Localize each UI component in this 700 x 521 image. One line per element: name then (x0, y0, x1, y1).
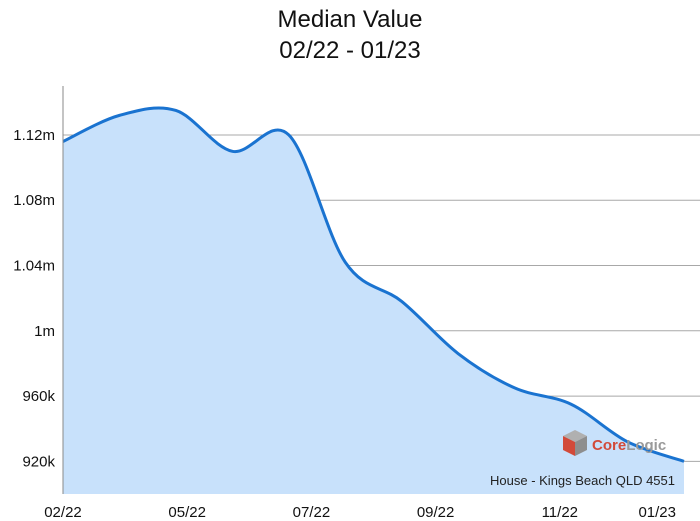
data-point (116, 112, 122, 118)
chart-title: Median Value (277, 6, 423, 33)
area-fill (63, 107, 684, 494)
x-tick-label: 07/22 (293, 504, 331, 521)
x-tick-label: 09/22 (417, 504, 455, 521)
y-tick-label: 1.12m (13, 127, 55, 144)
data-point (286, 132, 292, 138)
x-tick-label: 05/22 (168, 504, 206, 521)
x-tick-labels: 02/22 05/22 07/22 09/22 11/22 01/23 (44, 504, 676, 521)
data-point (342, 259, 348, 265)
y-tick-label: 920k (22, 453, 55, 470)
y-tick-label: 1m (34, 323, 55, 340)
data-point (229, 148, 235, 154)
x-tick-label: 02/22 (44, 504, 82, 521)
corelogic-cube-icon (563, 430, 587, 456)
y-tick-labels: 920k 960k 1m 1.04m 1.08m 1.12m (13, 127, 55, 470)
x-tick-label: 11/22 (542, 504, 578, 521)
x-tick-label: 01/23 (638, 504, 676, 521)
data-point (399, 298, 405, 304)
data-point (173, 107, 179, 113)
y-tick-label: 960k (22, 388, 55, 405)
logo-text: CoreLogic (592, 437, 666, 454)
series-line (62, 106, 685, 463)
data-point (568, 401, 574, 407)
data-point (455, 351, 461, 357)
data-point (512, 385, 518, 391)
corelogic-logo: CoreLogic (563, 430, 666, 456)
y-tick-label: 1.04m (13, 258, 55, 275)
data-point (681, 458, 687, 464)
chart-subtitle: 02/22 - 01/23 (279, 37, 421, 64)
chart-title-block: Median Value 02/22 - 01/23 (0, 4, 700, 66)
chart-footnote: House - Kings Beach QLD 4551 (490, 473, 675, 488)
y-tick-label: 1.08m (13, 192, 55, 209)
